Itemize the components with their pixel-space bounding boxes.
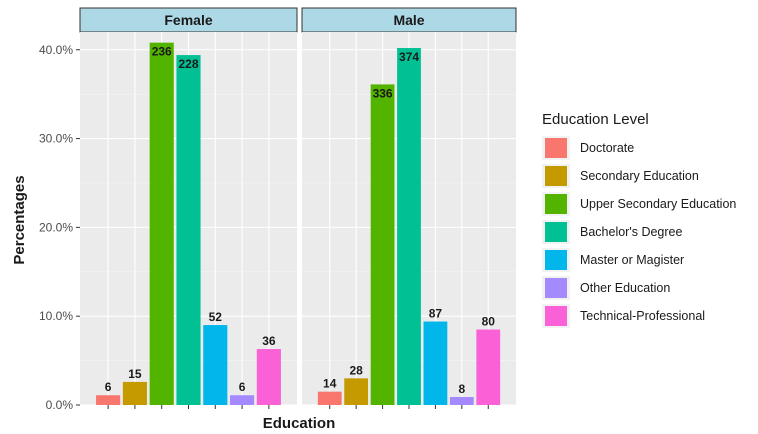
- legend-swatch: [545, 306, 567, 326]
- bar-label: 14: [323, 377, 337, 391]
- legend-item: Other Education: [542, 276, 670, 300]
- legend-swatch: [545, 166, 567, 186]
- bar-label: 36: [262, 334, 276, 348]
- legend-label: Secondary Education: [580, 169, 699, 183]
- bar-female-4: [203, 325, 228, 405]
- bar-female-1: [122, 381, 147, 405]
- bar-male-6: [476, 329, 501, 405]
- bar-label: 8: [458, 382, 465, 396]
- bar-label: 336: [373, 86, 393, 100]
- facet-label: Female: [164, 12, 212, 28]
- bar-label: 52: [209, 310, 223, 324]
- x-axis-title: Education: [263, 415, 336, 432]
- bar-male-4: [423, 321, 448, 405]
- legend-label: Doctorate: [580, 141, 634, 155]
- bar-label: 15: [128, 367, 142, 381]
- bar-male-0: [317, 391, 342, 405]
- bar-label: 6: [105, 380, 112, 394]
- y-axis: 0.0% 10.0% 20.0% 30.0% 40.0%: [39, 43, 489, 412]
- y-tick-label: 10.0%: [39, 309, 73, 323]
- bar-female-6: [256, 349, 281, 405]
- legend-label: Bachelor's Degree: [580, 225, 682, 239]
- legend: Education Level Doctorate Secondary Educa…: [542, 111, 736, 328]
- bar-label: 87: [429, 307, 443, 321]
- bar-female-5: [230, 395, 255, 405]
- legend-swatch: [545, 278, 567, 298]
- legend-item: Upper Secondary Education: [542, 192, 736, 216]
- legend-label: Upper Secondary Education: [580, 197, 736, 211]
- bar-label: 80: [482, 315, 496, 329]
- bar-label: 28: [349, 363, 363, 377]
- bar-label: 374: [399, 50, 419, 64]
- legend-label: Master or Magister: [580, 253, 684, 267]
- legend-item: Master or Magister: [542, 248, 684, 272]
- legend-label: Technical-Professional: [580, 309, 705, 323]
- bar-male-1: [344, 378, 369, 405]
- legend-swatch: [545, 250, 567, 270]
- facet-panel-male: Male 14 28 336 374 87 8 80: [301, 7, 517, 406]
- legend-item: Bachelor's Degree: [542, 220, 682, 244]
- legend-title: Education Level: [542, 111, 649, 128]
- bar-male-2: [370, 84, 395, 406]
- legend-item: Technical-Professional: [542, 304, 705, 328]
- legend-swatch: [545, 138, 567, 158]
- bar-label: 228: [178, 57, 198, 71]
- y-tick-label: 30.0%: [39, 132, 73, 146]
- facet-strip: [79, 7, 298, 33]
- facet-panel-female: Female 6 15 236 228 52 6 36: [79, 7, 298, 406]
- bar-male-5: [449, 397, 474, 405]
- bar-label: 6: [239, 380, 246, 394]
- bar-female-3: [176, 55, 201, 405]
- y-axis-title: Percentages: [11, 175, 28, 264]
- y-tick-label: 40.0%: [39, 43, 73, 57]
- facet-label: Male: [393, 12, 424, 28]
- legend-item: Doctorate: [542, 136, 634, 160]
- y-tick-label: 0.0%: [46, 398, 74, 412]
- bar-female-0: [96, 395, 121, 405]
- bar-male-3: [397, 47, 421, 405]
- legend-label: Other Education: [580, 281, 670, 295]
- bar-label: 236: [152, 45, 172, 59]
- y-tick-label: 20.0%: [39, 220, 73, 234]
- legend-swatch: [545, 222, 567, 242]
- facet-strip: [301, 7, 517, 33]
- legend-swatch: [545, 194, 567, 214]
- bar-female-2: [149, 42, 174, 406]
- panels: Female 6 15 236 228 52 6 36 Male 14 28 336 374 87 8 80: [79, 7, 517, 406]
- legend-item: Secondary Education: [542, 164, 699, 188]
